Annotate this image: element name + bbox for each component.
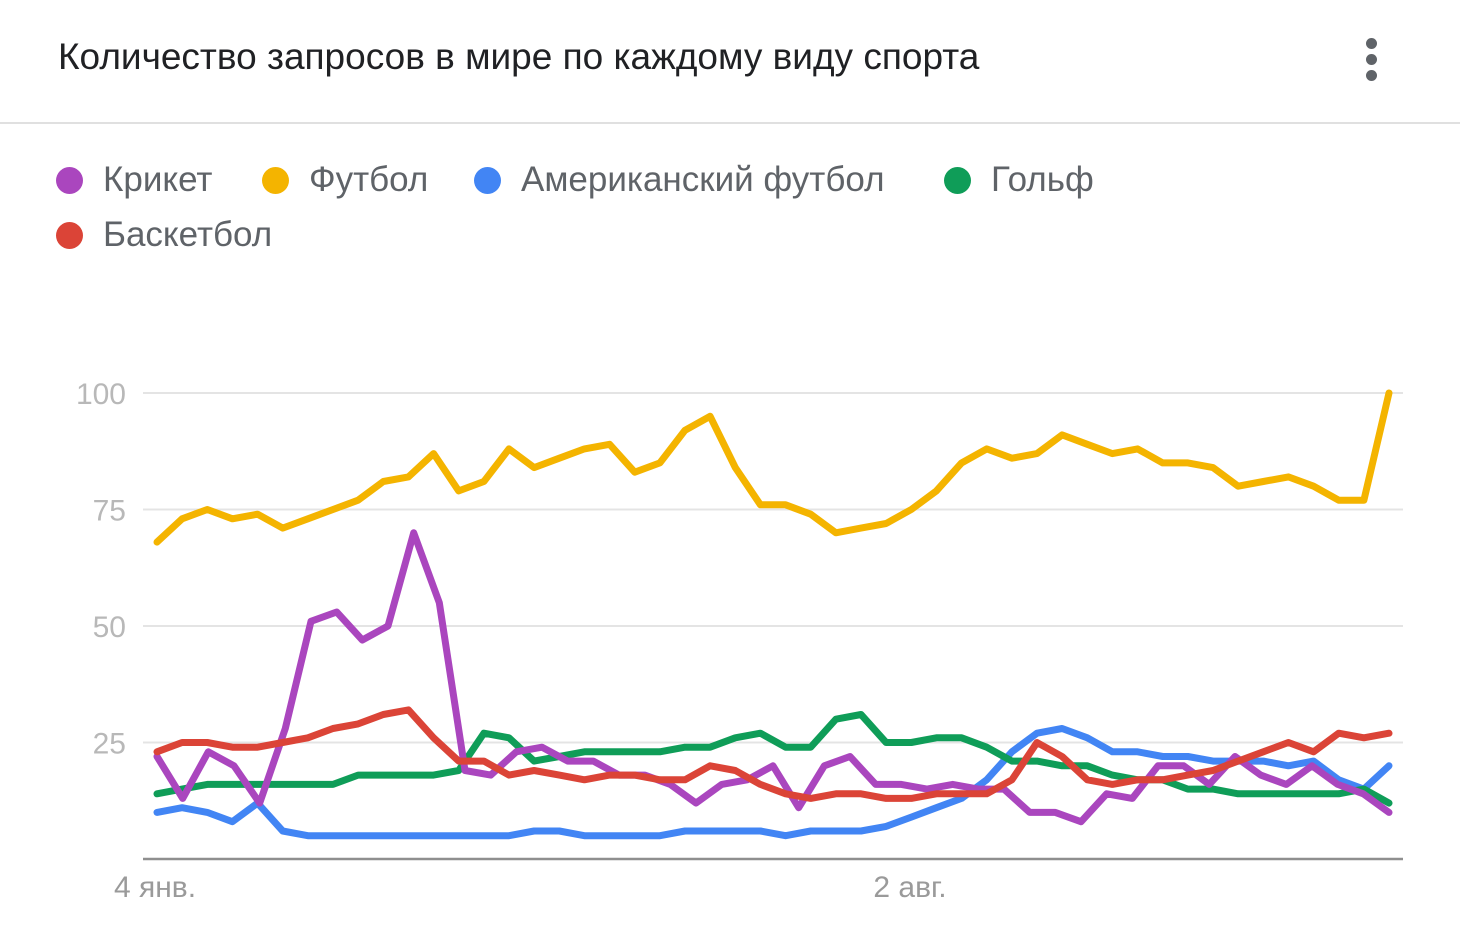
legend-dot-icon [56,166,83,194]
legend-item-football[interactable]: Футбол [262,160,428,200]
series-line-american-football [153,725,1393,840]
legend-dot-icon [262,166,289,194]
legend-item-cricket[interactable]: Крикет [56,160,212,200]
legend-item-basketball[interactable]: Баскетбол [56,215,272,255]
series-line-basketball [153,706,1393,802]
legend-dot-icon [474,166,501,194]
legend-label: Крикет [103,160,213,199]
x-tick-label: 4 янв. [114,871,196,904]
legend-item-american-football[interactable]: Американский футбол [474,160,885,200]
y-tick-label: 75 [93,495,126,528]
menu-dot [1366,54,1377,65]
x-tick-label: 2 авг. [873,871,946,904]
menu-dot [1366,38,1377,49]
legend-label: Баскетбол [103,215,273,254]
y-tick-label: 100 [76,378,126,411]
legend-label: Американский футбол [521,160,885,199]
card-header: Количество запросов в мире по каждому ви… [0,0,1460,124]
series-line-cricket [153,529,1393,826]
series-line-football [153,389,1393,546]
chart-title: Количество запросов в мире по каждому ви… [58,36,980,77]
legend-dot-icon [944,166,971,194]
legend-label: Гольф [991,160,1094,199]
more-vert-icon[interactable] [1348,30,1396,90]
series-line-golf [153,711,1393,807]
legend-dot-icon [56,221,83,249]
legend-item-golf[interactable]: Гольф [944,160,1094,200]
menu-dot [1366,70,1377,81]
y-tick-label: 50 [93,611,126,644]
y-tick-label: 25 [93,728,126,761]
legend-label: Футбол [309,160,429,199]
